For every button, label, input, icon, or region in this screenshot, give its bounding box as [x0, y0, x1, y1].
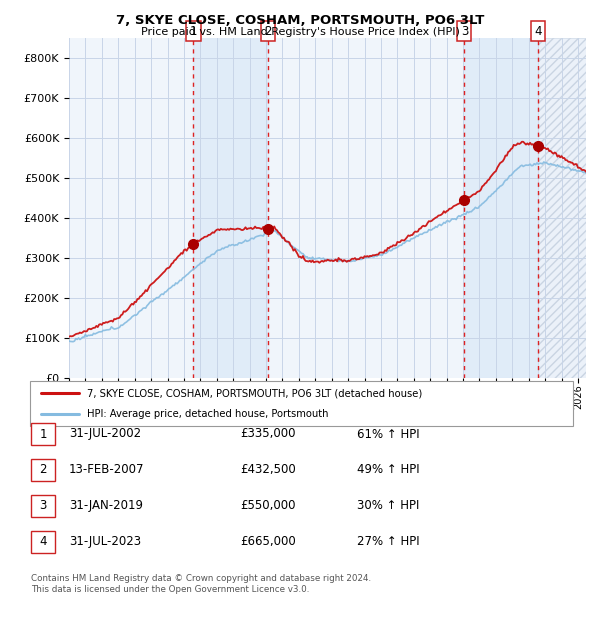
- Text: HPI: Average price, detached house, Portsmouth: HPI: Average price, detached house, Port…: [87, 409, 329, 419]
- Text: 13-FEB-2007: 13-FEB-2007: [69, 464, 145, 476]
- Bar: [464, 38, 538, 378]
- Text: £335,000: £335,000: [240, 428, 296, 440]
- Text: Price paid vs. HM Land Registry's House Price Index (HPI): Price paid vs. HM Land Registry's House …: [140, 27, 460, 37]
- Text: 7, SKYE CLOSE, COSHAM, PORTSMOUTH, PO6 3LT (detached house): 7, SKYE CLOSE, COSHAM, PORTSMOUTH, PO6 3…: [87, 388, 422, 399]
- Text: 30% ↑ HPI: 30% ↑ HPI: [357, 500, 419, 512]
- Text: 3: 3: [40, 500, 47, 512]
- Text: 1: 1: [40, 428, 47, 440]
- Text: 31-JUL-2023: 31-JUL-2023: [69, 536, 141, 548]
- Text: £432,500: £432,500: [240, 464, 296, 476]
- Text: 31-JUL-2002: 31-JUL-2002: [69, 428, 141, 440]
- Text: 4: 4: [40, 536, 47, 548]
- FancyBboxPatch shape: [31, 495, 55, 517]
- Text: 27% ↑ HPI: 27% ↑ HPI: [357, 536, 419, 548]
- Text: £665,000: £665,000: [240, 536, 296, 548]
- FancyBboxPatch shape: [30, 381, 573, 426]
- Text: 49% ↑ HPI: 49% ↑ HPI: [357, 464, 419, 476]
- Bar: [193, 38, 268, 378]
- Text: 61% ↑ HPI: 61% ↑ HPI: [357, 428, 419, 440]
- FancyBboxPatch shape: [31, 459, 55, 481]
- Text: Contains HM Land Registry data © Crown copyright and database right 2024.: Contains HM Land Registry data © Crown c…: [31, 574, 371, 583]
- Text: 31-JAN-2019: 31-JAN-2019: [69, 500, 143, 512]
- FancyBboxPatch shape: [31, 423, 55, 445]
- Text: 4: 4: [535, 25, 542, 38]
- Text: 2: 2: [264, 25, 272, 38]
- Text: 1: 1: [190, 25, 197, 38]
- Text: £550,000: £550,000: [240, 500, 296, 512]
- Text: This data is licensed under the Open Government Licence v3.0.: This data is licensed under the Open Gov…: [31, 585, 310, 594]
- Text: 7, SKYE CLOSE, COSHAM, PORTSMOUTH, PO6 3LT: 7, SKYE CLOSE, COSHAM, PORTSMOUTH, PO6 3…: [116, 14, 484, 27]
- Bar: [538, 38, 586, 378]
- FancyBboxPatch shape: [31, 531, 55, 553]
- Text: 3: 3: [461, 25, 468, 38]
- Text: 2: 2: [40, 464, 47, 476]
